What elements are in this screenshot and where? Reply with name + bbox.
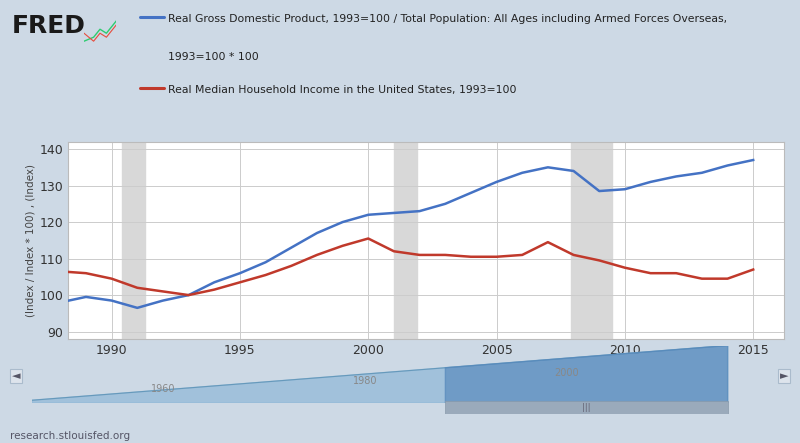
Text: Real Gross Domestic Product, 1993=100 / Total Population: All Ages including Arm: Real Gross Domestic Product, 1993=100 / … (168, 14, 727, 24)
Text: 2000: 2000 (554, 368, 578, 378)
Text: 1993=100 * 100: 1993=100 * 100 (168, 52, 258, 62)
Bar (571, 142, 612, 339)
Text: FRED: FRED (12, 14, 86, 38)
Bar (394, 142, 417, 339)
Text: Real Median Household Income in the United States, 1993=100: Real Median Household Income in the Unit… (168, 85, 517, 95)
Text: research.stlouisfed.org: research.stlouisfed.org (10, 431, 130, 442)
Text: 1960: 1960 (151, 384, 175, 394)
Text: 1980: 1980 (353, 376, 377, 386)
Text: ◄: ◄ (12, 371, 20, 381)
Bar (122, 142, 145, 339)
Polygon shape (32, 346, 728, 403)
Polygon shape (446, 346, 728, 403)
Y-axis label: (Index / Index * 100) , (Index): (Index / Index * 100) , (Index) (25, 164, 35, 317)
Text: |||: ||| (582, 403, 591, 412)
Bar (446, 401, 728, 414)
Text: ►: ► (780, 371, 788, 381)
